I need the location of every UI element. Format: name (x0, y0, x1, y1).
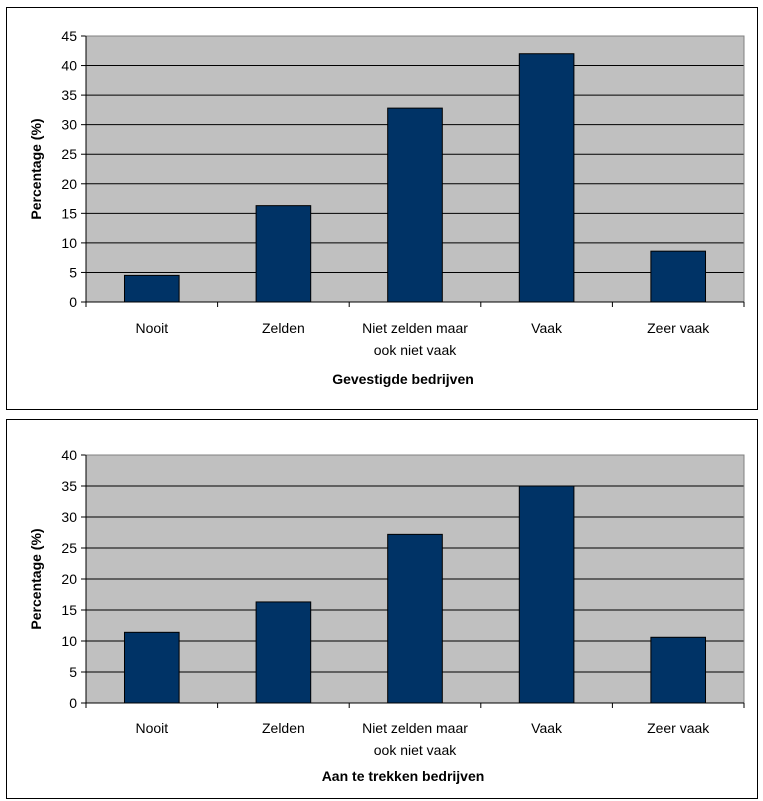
y-tick-label: 10 (61, 633, 77, 649)
x-category-label: Niet zelden maar (362, 320, 468, 336)
x-category-label: Nooit (135, 720, 168, 736)
bar (518, 53, 575, 303)
y-tick-label: 25 (61, 146, 77, 162)
bar (123, 274, 180, 303)
x-category-label: Zelden (262, 720, 305, 736)
x-axis-title: Gevestigde bedrijven (332, 371, 474, 387)
bar (255, 601, 312, 704)
y-tick-label: 40 (61, 447, 77, 463)
bar (518, 485, 575, 704)
chart-panel-gevestigde: 0 5 10 15 20 25 30 35 40 45 Nooit Zelden Niet zelden… (6, 7, 758, 410)
bar-chart-aan-te-trekken: 0 5 10 15 20 25 30 35 40 Nooit Zelden Niet zelden m… (28, 447, 745, 784)
y-tick-label: 0 (69, 695, 77, 711)
x-category-label: ook niet vaak (374, 742, 457, 758)
x-category-label: Niet zelden maar (362, 720, 468, 736)
y-tick-label: 10 (61, 235, 77, 251)
y-axis-title: Percentage (%) (28, 118, 44, 219)
y-tick-label: 45 (61, 28, 77, 44)
x-category-label: Vaak (531, 320, 563, 336)
y-tick-label: 0 (69, 294, 77, 310)
y-tick-label: 40 (61, 58, 77, 74)
y-tick-label: 5 (69, 264, 77, 280)
y-tick-label: 25 (61, 540, 77, 556)
bar-chart-gevestigde: 0 5 10 15 20 25 30 35 40 45 Nooit Zelden Niet zelden… (28, 28, 745, 387)
x-category-label: Zeer vaak (647, 720, 710, 736)
y-tick-label: 5 (69, 664, 77, 680)
bar (650, 636, 707, 704)
x-category-label: Nooit (135, 320, 168, 336)
y-tick-label: 15 (61, 205, 77, 221)
y-tick-label: 35 (61, 478, 77, 494)
y-tick-label: 15 (61, 602, 77, 618)
chart-panel-aan-te-trekken: 0 5 10 15 20 25 30 35 40 Nooit Zelden Niet zelden m… (6, 419, 758, 799)
y-tick-label: 20 (61, 176, 77, 192)
bar (650, 250, 707, 303)
bar (255, 205, 312, 303)
x-category-label: ook niet vaak (374, 342, 457, 358)
x-category-label: Zeer vaak (647, 320, 710, 336)
x-category-label: Zelden (262, 320, 305, 336)
bar (387, 107, 443, 303)
y-tick-label: 20 (61, 571, 77, 587)
y-tick-label: 35 (61, 87, 77, 103)
bar (387, 533, 443, 704)
y-tick-label: 30 (61, 117, 77, 133)
bar (123, 631, 180, 704)
y-axis-title: Percentage (%) (28, 528, 44, 629)
x-axis-title: Aan te trekken bedrijven (322, 768, 485, 784)
x-category-label: Vaak (531, 720, 563, 736)
y-tick-label: 30 (61, 509, 77, 525)
